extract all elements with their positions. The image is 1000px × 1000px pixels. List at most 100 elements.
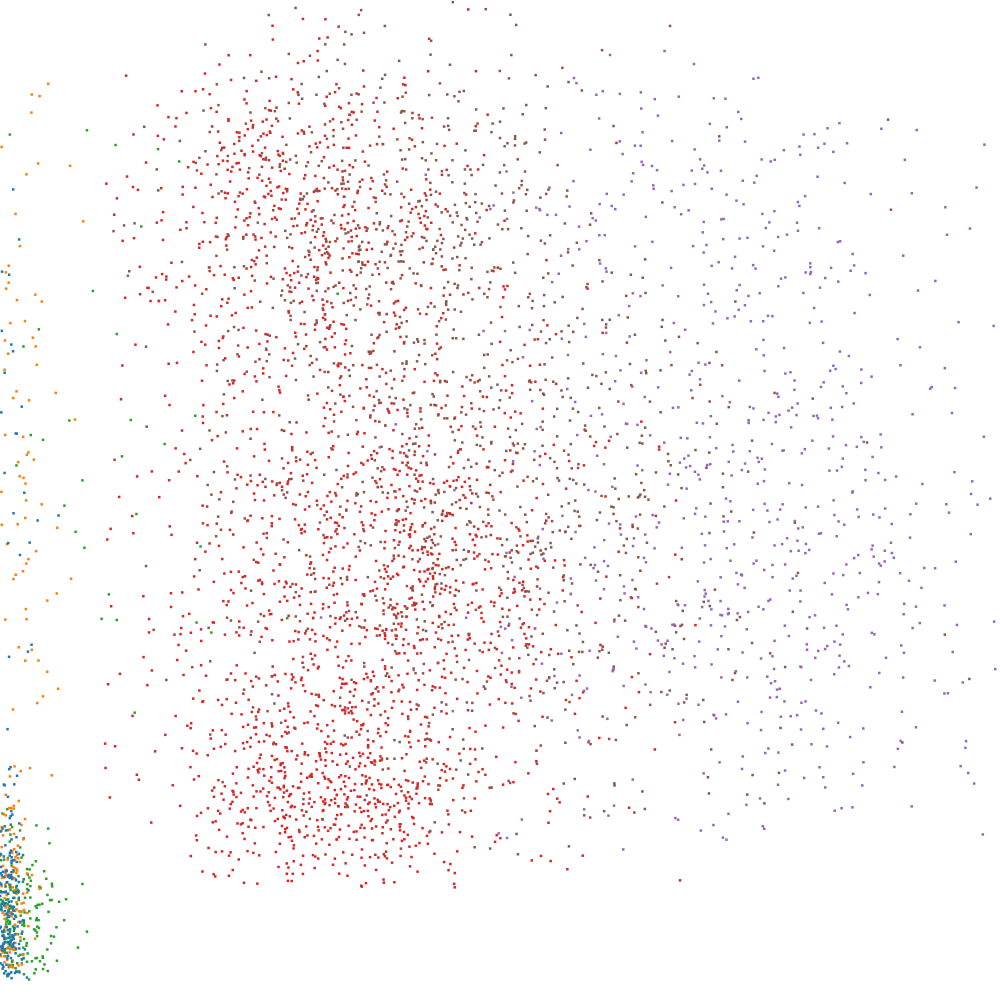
- scatter-point-series-0: [637, 690, 641, 694]
- scatter-point-series-1: [430, 262, 433, 266]
- scatter-point-series-0: [529, 687, 533, 690]
- scatter-point-series-0: [310, 772, 313, 776]
- scatter-point-series-0: [352, 718, 355, 721]
- scatter-point-series-2: [902, 651, 906, 655]
- scatter-point-series-1: [670, 363, 673, 367]
- scatter-point-series-2: [656, 386, 660, 389]
- scatter-point-series-0: [509, 470, 513, 473]
- scatter-point-series-0: [222, 460, 226, 463]
- scatter-point-series-1: [357, 249, 361, 252]
- scatter-point-series-0: [239, 791, 243, 795]
- scatter-point-series-0: [516, 604, 519, 608]
- scatter-point-series-0: [592, 444, 596, 448]
- scatter-point-series-0: [275, 106, 278, 109]
- scatter-point-series-0: [231, 277, 235, 280]
- scatter-point-series-0: [414, 205, 418, 209]
- scatter-point-series-0: [218, 141, 222, 144]
- scatter-point-series-3: [6, 919, 10, 922]
- scatter-point-series-1: [303, 310, 306, 314]
- scatter-point-series-0: [541, 407, 545, 410]
- scatter-point-series-2: [569, 592, 572, 596]
- scatter-point-series-3: [16, 891, 20, 895]
- scatter-point-series-0: [431, 575, 435, 578]
- scatter-point-series-1: [468, 205, 471, 208]
- scatter-point-series-0: [243, 372, 246, 376]
- scatter-point-series-0: [334, 189, 337, 192]
- scatter-point-series-2: [803, 194, 807, 198]
- scatter-point-series-0: [419, 580, 422, 583]
- scatter-point-series-0: [322, 244, 325, 247]
- scatter-point-series-0: [546, 324, 549, 327]
- scatter-point-series-1: [261, 398, 264, 401]
- scatter-point-series-0: [233, 152, 236, 155]
- scatter-point-series-1: [793, 521, 797, 524]
- scatter-point-series-0: [338, 676, 342, 680]
- scatter-point-series-0: [342, 205, 345, 209]
- scatter-point-series-2: [593, 563, 597, 567]
- scatter-point-series-0: [455, 479, 458, 482]
- scatter-point-series-0: [458, 264, 461, 267]
- scatter-point-series-1: [521, 447, 525, 450]
- scatter-point-series-0: [290, 77, 293, 81]
- scatter-point-series-0: [207, 846, 210, 850]
- scatter-point-series-0: [543, 602, 546, 606]
- scatter-point-series-0: [360, 461, 363, 465]
- scatter-point-series-0: [369, 187, 372, 191]
- scatter-point-series-1: [427, 93, 431, 97]
- scatter-point-series-0: [383, 261, 387, 264]
- scatter-point-series-4: [15, 871, 18, 875]
- scatter-point-series-0: [309, 710, 312, 713]
- scatter-point-series-1: [359, 267, 363, 270]
- scatter-point-series-0: [385, 842, 388, 845]
- scatter-point-series-1: [198, 447, 202, 451]
- scatter-point-series-1: [539, 196, 542, 199]
- scatter-point-series-3: [8, 922, 12, 925]
- scatter-point-series-0: [398, 325, 401, 329]
- scatter-point-series-0: [251, 685, 255, 688]
- scatter-point-series-0: [241, 831, 244, 835]
- scatter-point-series-1: [610, 505, 613, 508]
- scatter-point-series-0: [408, 484, 411, 488]
- scatter-point-series-1: [376, 467, 379, 470]
- scatter-point-series-1: [309, 151, 313, 154]
- scatter-point-series-4: [82, 220, 85, 223]
- scatter-point-series-0: [254, 733, 258, 736]
- scatter-point-series-0: [118, 672, 122, 676]
- scatter-point-series-3: [48, 842, 51, 845]
- scatter-point-series-1: [493, 468, 496, 472]
- scatter-point-series-2: [683, 604, 687, 607]
- scatter-point-series-0: [567, 459, 571, 463]
- scatter-point-series-0: [157, 299, 161, 303]
- scatter-point-series-0: [284, 774, 287, 778]
- scatter-point-series-5: [0, 865, 2, 869]
- scatter-point-series-1: [569, 396, 572, 400]
- scatter-point-series-1: [500, 389, 503, 392]
- scatter-point-series-1: [542, 552, 545, 555]
- scatter-point-series-0: [447, 623, 450, 627]
- scatter-point-series-0: [339, 106, 343, 110]
- scatter-point-series-0: [510, 521, 513, 525]
- scatter-point-series-0: [247, 767, 250, 771]
- scatter-point-series-4: [32, 458, 36, 461]
- scatter-point-series-3: [43, 963, 46, 966]
- scatter-point-series-1: [414, 671, 417, 675]
- scatter-point-series-1: [541, 420, 544, 423]
- scatter-point-series-0: [419, 638, 422, 642]
- scatter-point-series-0: [345, 146, 348, 149]
- scatter-point-series-2: [805, 643, 809, 646]
- scatter-point-series-1: [284, 229, 287, 233]
- scatter-point-series-0: [173, 633, 176, 636]
- scatter-point-series-4: [4, 433, 7, 437]
- scatter-point-series-0: [245, 89, 248, 93]
- scatter-point-series-1: [328, 120, 332, 123]
- scatter-point-series-2: [725, 193, 728, 196]
- scatter-point-series-0: [257, 249, 261, 252]
- scatter-point-series-2: [668, 472, 672, 475]
- scatter-point-series-0: [113, 745, 117, 748]
- scatter-point-series-1: [467, 632, 470, 636]
- scatter-point-series-2: [892, 556, 895, 559]
- scatter-point-series-0: [313, 235, 317, 239]
- scatter-point-series-0: [343, 793, 346, 796]
- scatter-point-series-2: [542, 557, 545, 560]
- scatter-point-series-1: [395, 509, 399, 513]
